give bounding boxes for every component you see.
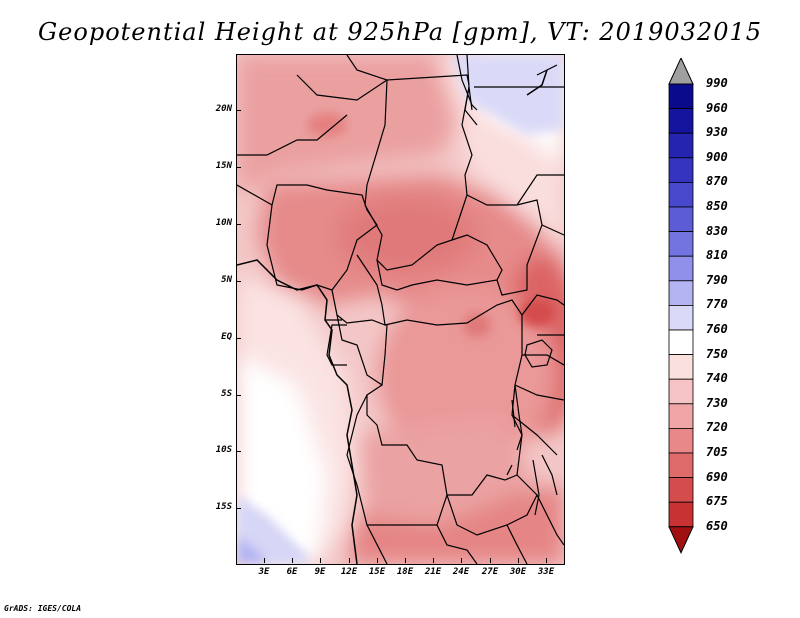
lat-label-20n: 20N xyxy=(215,104,232,114)
colorbar-swatch xyxy=(668,403,694,429)
tick-10n xyxy=(236,224,241,225)
lon-label-18e: 18E xyxy=(396,567,414,577)
colorbar-swatch xyxy=(668,452,694,479)
lon-label-6e: 6E xyxy=(286,567,298,577)
lat-label-10s: 10S xyxy=(215,445,232,455)
colorbar-label: 990 xyxy=(706,76,728,90)
lon-label-24e: 24E xyxy=(452,567,470,577)
colorbar-swatch xyxy=(668,501,694,528)
tick-24e xyxy=(461,558,462,563)
lat-label-10n: 10N xyxy=(215,218,232,228)
colorbar-swatch xyxy=(668,231,694,257)
tick-10s xyxy=(236,451,241,452)
lat-label-5n: 5N xyxy=(221,275,232,285)
colorbar-label: 760 xyxy=(706,322,728,336)
colorbar-swatch xyxy=(668,280,694,306)
map-panel xyxy=(236,54,565,565)
tick-30e xyxy=(518,558,519,563)
footer-credit: GrADS: IGES/COLA xyxy=(4,604,82,613)
lat-label-5s: 5S xyxy=(221,389,232,399)
colorbar-label: 870 xyxy=(706,174,728,189)
colorbar-swatch xyxy=(668,83,694,110)
lon-label-21e: 21E xyxy=(424,567,442,577)
colorbar-label: 850 xyxy=(706,199,728,213)
geopotential-map xyxy=(237,55,564,564)
red-sea-coast xyxy=(456,55,478,111)
lon-label-12e: 12E xyxy=(340,567,358,577)
colorbar-label: 690 xyxy=(706,469,728,484)
colorbar xyxy=(668,58,694,554)
colorbar-label: 650 xyxy=(706,518,728,533)
colorbar-swatch xyxy=(668,157,694,183)
colorbar-label: 960 xyxy=(706,100,728,115)
colorbar-label: 830 xyxy=(706,223,728,238)
colorbar-swatch xyxy=(668,206,694,233)
colorbar-label: 705 xyxy=(706,445,728,459)
colorbar-top-arrow xyxy=(668,58,694,85)
lon-label-33e: 33E xyxy=(537,567,555,577)
lon-label-15e: 15E xyxy=(368,567,386,577)
colorbar-label: 675 xyxy=(706,494,728,509)
colorbar-bottom-arrow xyxy=(668,526,694,554)
colorbar-label: 810 xyxy=(706,248,728,263)
tick-eq xyxy=(236,338,241,339)
tick-27e xyxy=(490,558,491,563)
colorbar-label: 770 xyxy=(706,297,728,312)
tick-21e xyxy=(433,558,434,563)
colorbar-swatch xyxy=(668,427,694,454)
tick-15s xyxy=(236,508,241,509)
coastline xyxy=(237,259,358,564)
colorbar-label: 900 xyxy=(706,149,728,164)
colorbar-label: 750 xyxy=(706,346,728,361)
tick-33e xyxy=(546,558,547,563)
lat-label-eq: EQ xyxy=(221,332,232,342)
lon-label-9e: 9E xyxy=(314,567,326,577)
lon-label-27e: 27E xyxy=(481,567,499,577)
colorbar-swatch xyxy=(668,354,694,380)
arabia-coast xyxy=(526,69,548,96)
height-field-fine xyxy=(237,55,564,564)
lakes xyxy=(506,339,553,516)
colorbar-label: 740 xyxy=(706,371,728,386)
country-borders xyxy=(237,55,564,564)
lat-label-15s: 15S xyxy=(215,502,232,512)
tick-18e xyxy=(405,558,406,563)
tick-15n xyxy=(236,167,241,168)
tick-9e xyxy=(320,558,321,563)
colorbar-swatch xyxy=(668,329,694,356)
tick-12e xyxy=(349,558,350,563)
colorbar-label: 790 xyxy=(706,272,728,287)
colorbar-label: 730 xyxy=(706,395,728,410)
tick-5n xyxy=(236,281,241,282)
chart-title: Geopotential Height at 925hPa [gpm], VT:… xyxy=(38,18,762,46)
colorbar-swatch xyxy=(668,477,694,503)
colorbar-swatch xyxy=(668,304,694,331)
lat-label-15n: 15N xyxy=(215,161,232,171)
colorbar-swatch xyxy=(668,108,694,134)
colorbar-label: 720 xyxy=(706,420,728,435)
tick-5s xyxy=(236,395,241,396)
colorbar-swatch xyxy=(668,255,694,282)
colorbar-swatch xyxy=(668,182,694,208)
colorbar-label: 930 xyxy=(706,125,728,140)
lon-label-3e: 3E xyxy=(258,567,270,577)
colorbar-swatch xyxy=(668,132,694,159)
colorbar-swatch xyxy=(668,378,694,405)
tick-15e xyxy=(377,558,378,563)
lon-label-30e: 30E xyxy=(509,567,527,577)
tick-6e xyxy=(292,558,293,563)
tick-20n xyxy=(236,110,241,111)
tick-3e xyxy=(264,558,265,563)
